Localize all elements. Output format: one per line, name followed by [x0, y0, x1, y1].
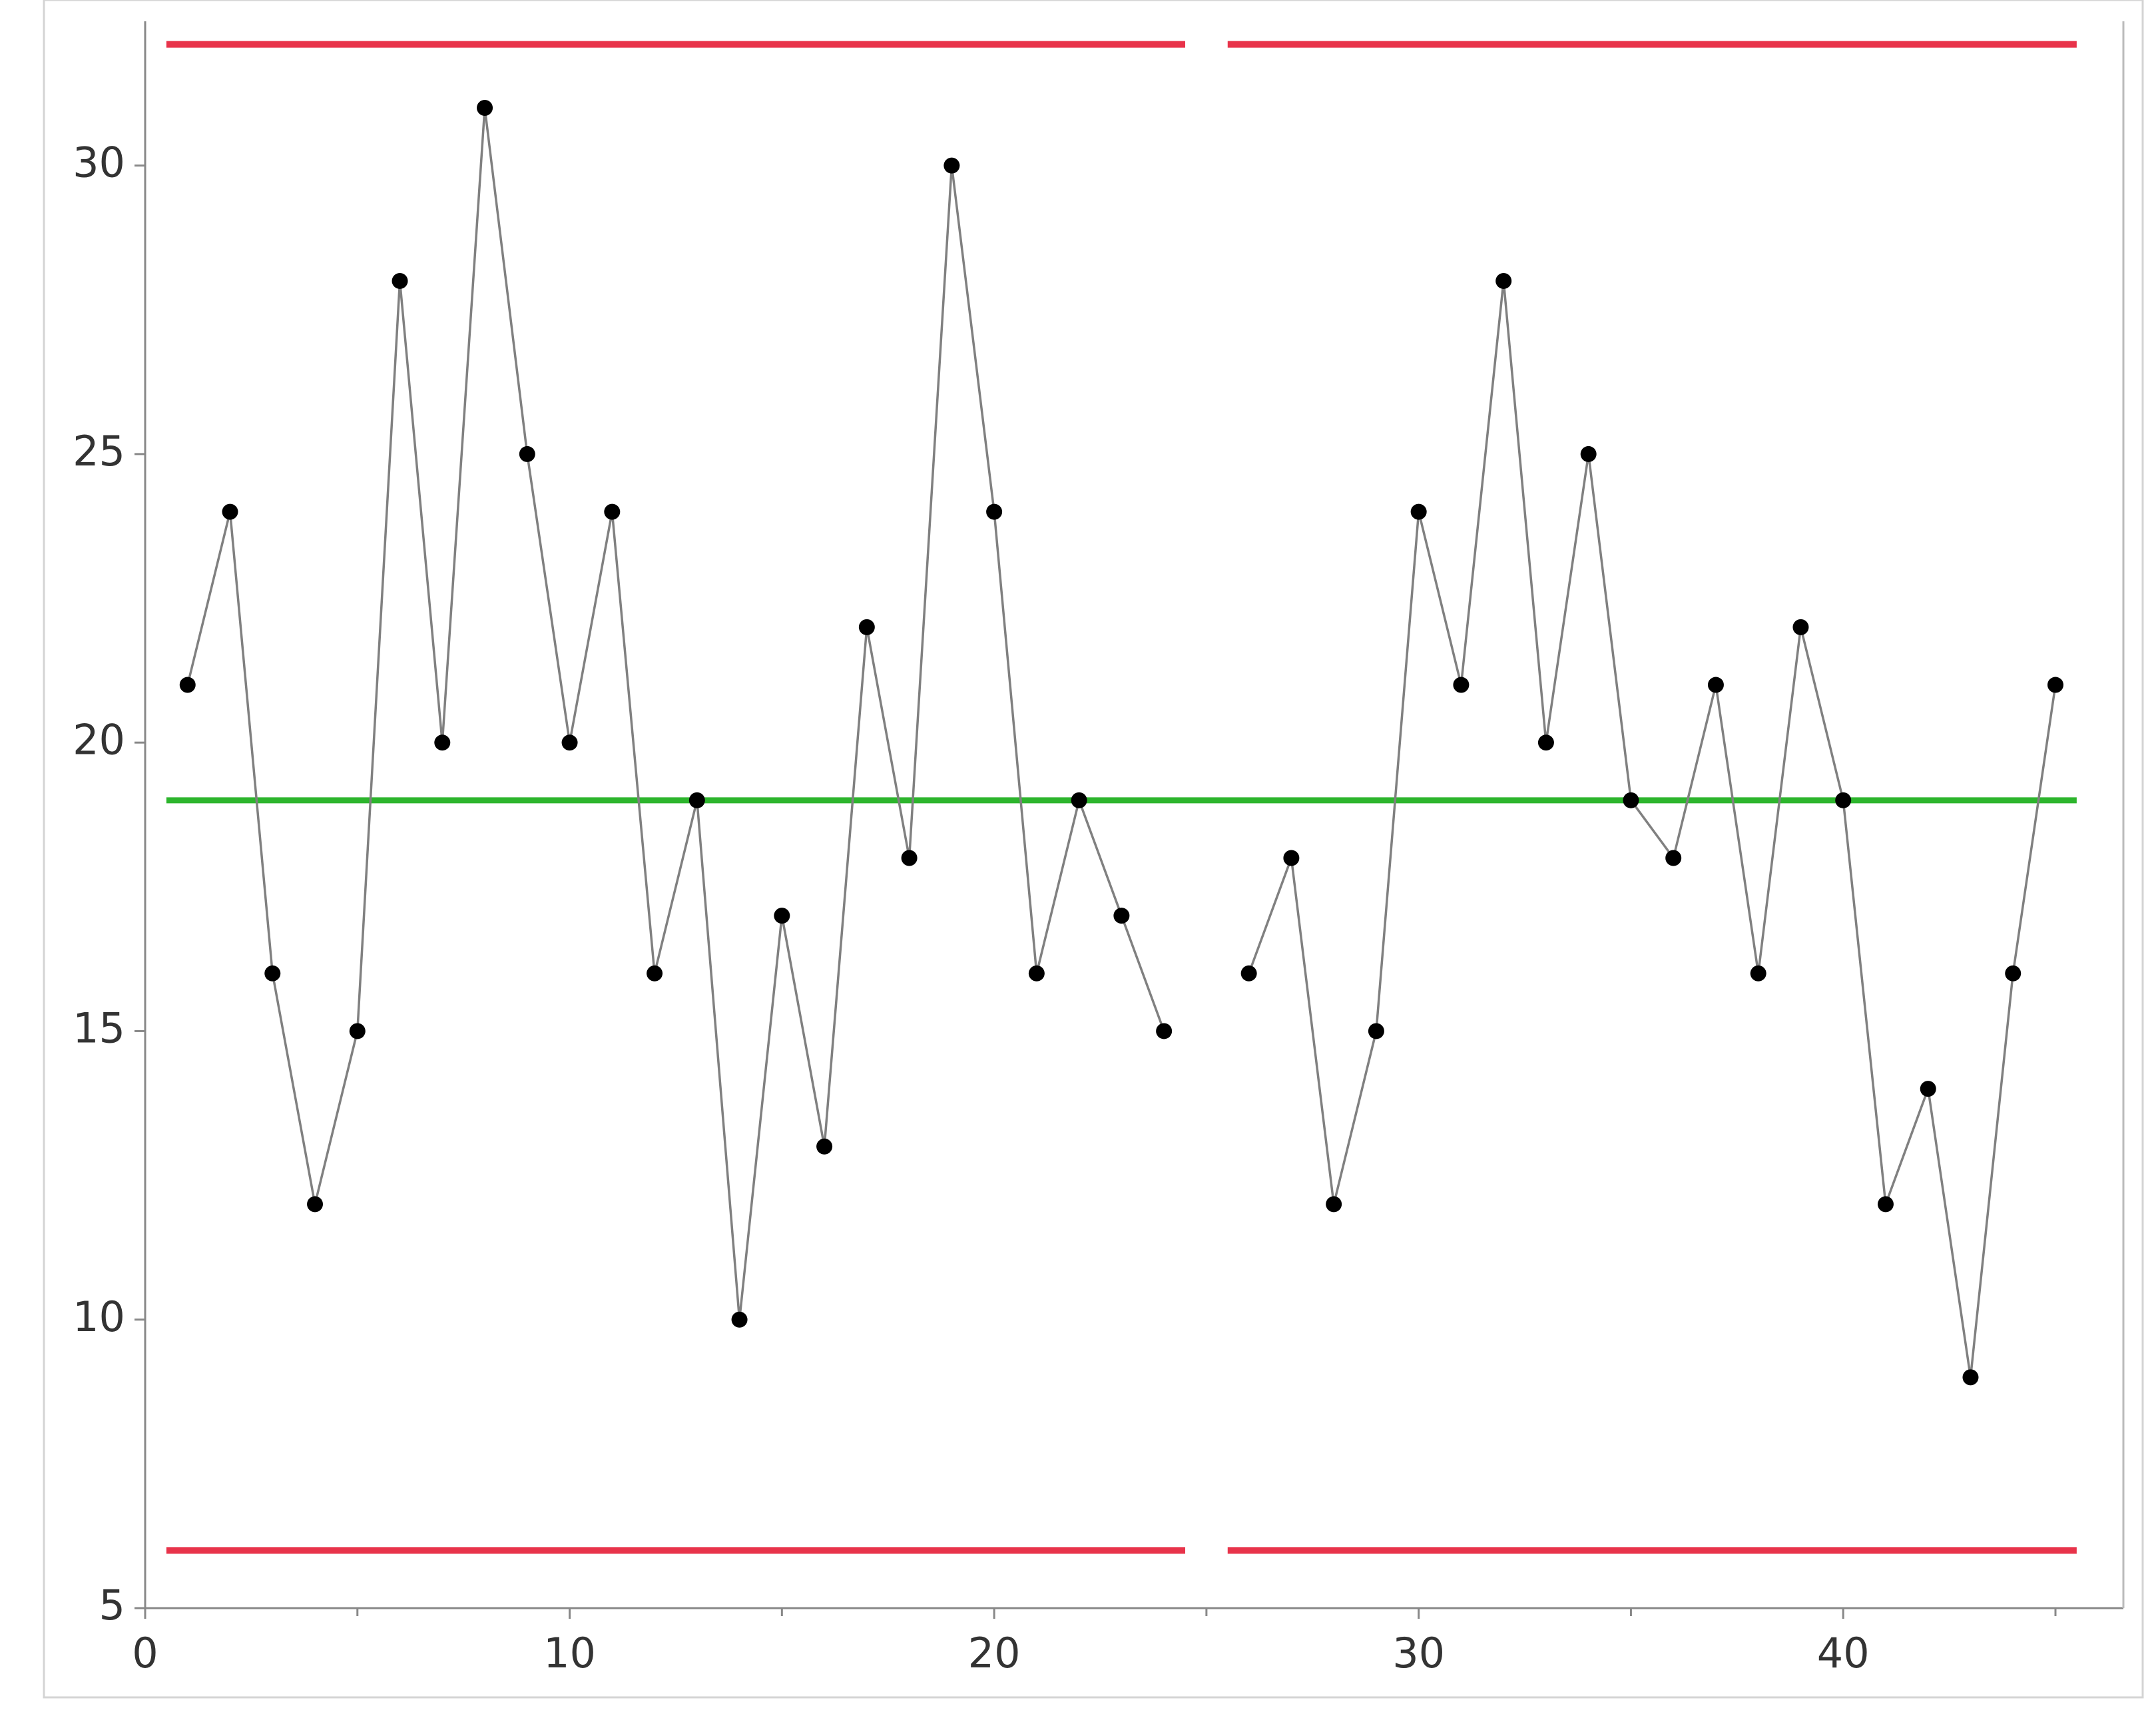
data-point [604, 503, 621, 520]
data-point [1750, 965, 1766, 982]
data-point [349, 1023, 366, 1039]
data-point [2005, 965, 2021, 982]
data-point [307, 1196, 324, 1213]
data-point [1877, 1196, 1894, 1213]
data-point [901, 850, 918, 866]
data-point [1835, 792, 1852, 808]
y-tick-label: 30 [73, 139, 125, 187]
data-point [688, 792, 705, 808]
data-point [264, 965, 281, 982]
data-point [943, 157, 960, 174]
data-point [774, 908, 790, 924]
data-point [2047, 677, 2063, 693]
data-point [1920, 1081, 1936, 1097]
data-point [858, 619, 875, 635]
y-tick-label: 15 [73, 1004, 125, 1053]
y-tick-label: 25 [73, 427, 125, 475]
x-tick-label: 20 [968, 1629, 1021, 1677]
data-point [1283, 850, 1300, 866]
x-tick-label: 40 [1817, 1629, 1870, 1677]
data-line [186, 107, 2057, 1378]
data-point [1962, 1369, 1979, 1386]
data-point [1623, 792, 1639, 808]
data-point [392, 272, 408, 289]
data-point [731, 1311, 748, 1328]
data-point [816, 1138, 833, 1155]
y-tick-label: 5 [99, 1581, 125, 1629]
data-point [179, 677, 196, 693]
y-tick-label: 10 [73, 1292, 125, 1341]
data-point [1113, 908, 1130, 924]
data-point [1368, 1023, 1384, 1039]
data-point [1326, 1196, 1342, 1213]
data-point [1792, 619, 1809, 635]
data-point [1156, 1023, 1173, 1039]
data-point [434, 734, 451, 751]
data-point [1537, 734, 1554, 751]
data-point [1028, 965, 1045, 982]
data-point [1453, 677, 1470, 693]
y-tick-label: 20 [73, 715, 125, 764]
data-point [1707, 677, 1724, 693]
data-point [222, 503, 238, 520]
x-tick-label: 30 [1392, 1629, 1445, 1677]
data-point [1665, 850, 1682, 866]
data-point [477, 99, 493, 116]
x-tick-label: 0 [132, 1629, 158, 1677]
data-point [1240, 965, 1257, 982]
frame [43, 0, 2144, 1699]
data-point [1410, 503, 1427, 520]
x-tick-label: 10 [543, 1629, 596, 1677]
data-point [561, 734, 578, 751]
data-point [1071, 792, 1087, 808]
data-point [986, 503, 1003, 520]
data-point [519, 445, 535, 462]
data-point [1580, 445, 1597, 462]
data-point [647, 965, 663, 982]
data-point [1495, 272, 1512, 289]
